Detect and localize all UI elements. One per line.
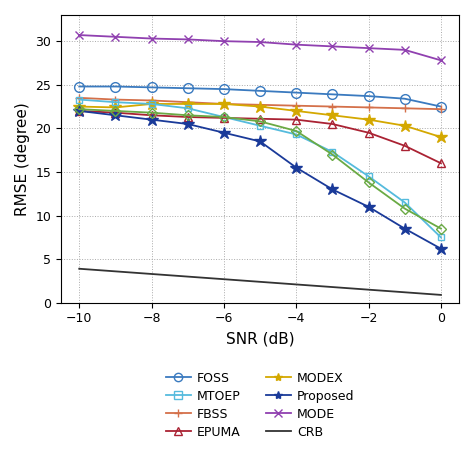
X-axis label: SNR (dB): SNR (dB) bbox=[226, 331, 294, 346]
Y-axis label: RMSE (degree): RMSE (degree) bbox=[15, 102, 30, 216]
Legend: FOSS, MTOEP, FBSS, EPUMA, MODEX, Proposed, MODE, CRB: FOSS, MTOEP, FBSS, EPUMA, MODEX, Propose… bbox=[161, 366, 359, 444]
